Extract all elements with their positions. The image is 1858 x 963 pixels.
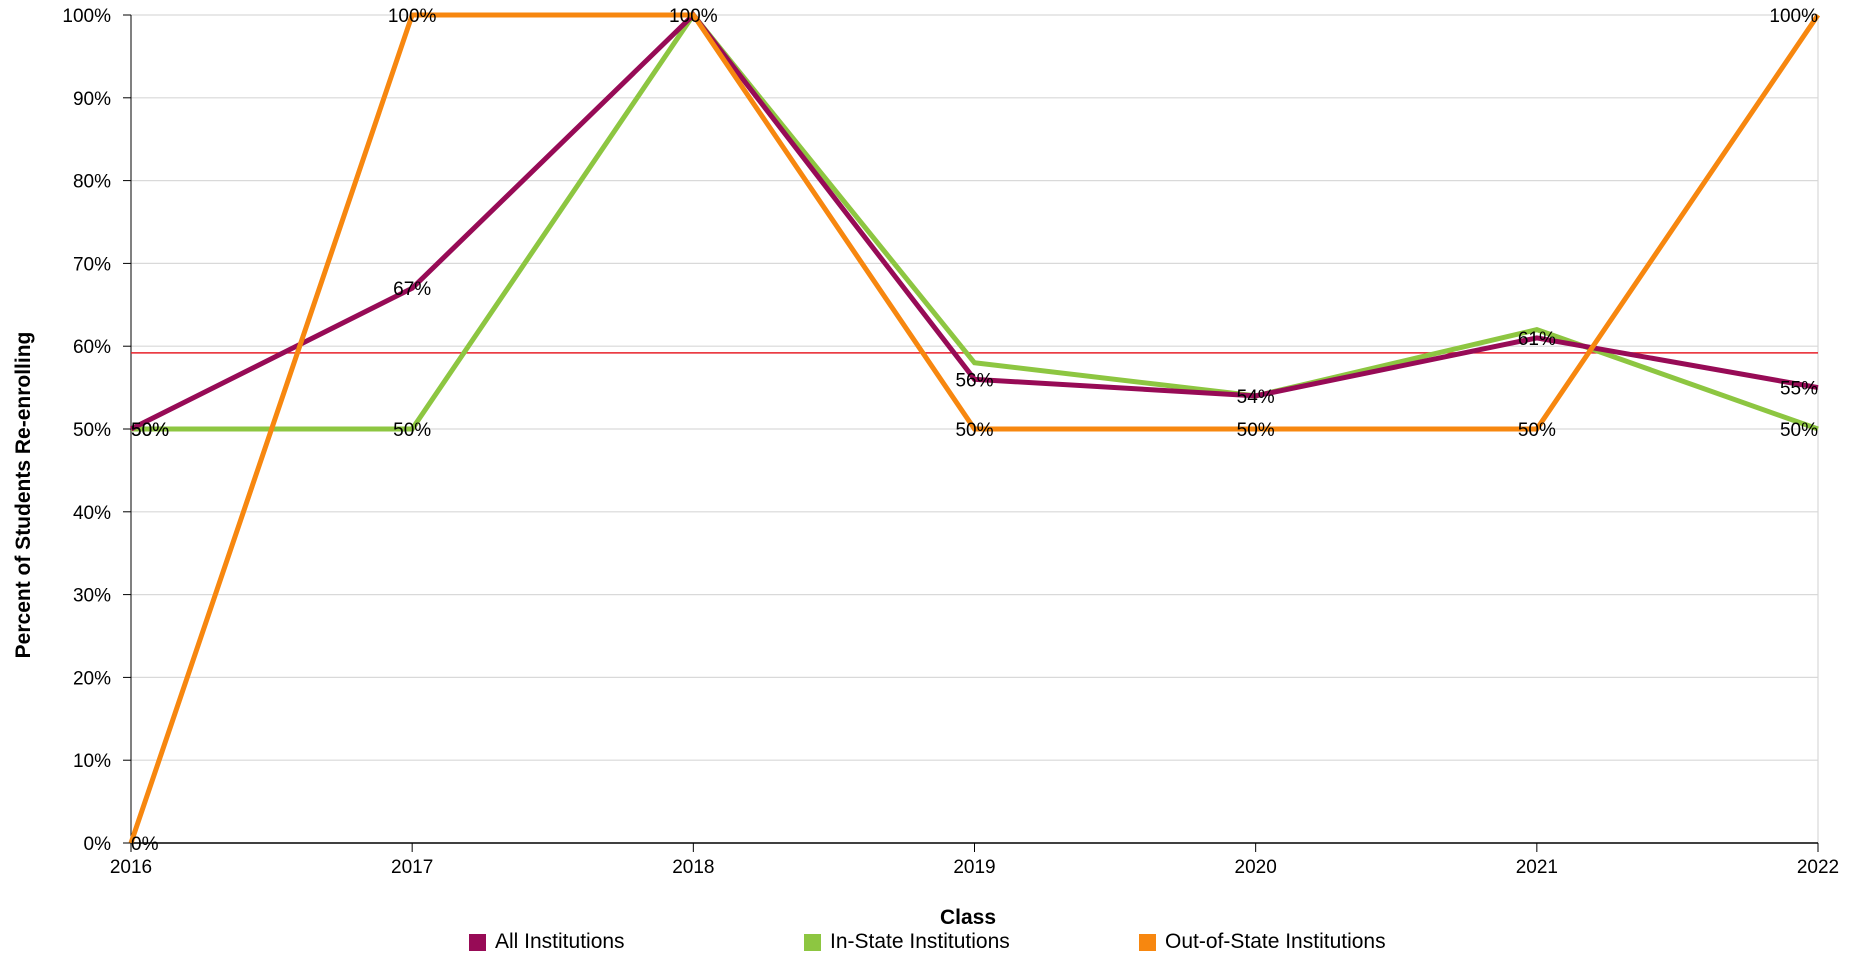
- y-axis-title: Percent of Students Re-enrolling: [12, 332, 35, 659]
- legend: All Institutions In-State Institutions O…: [0, 930, 1858, 960]
- y-tick-label: 70%: [73, 254, 111, 275]
- data-label: 100%: [1769, 6, 1818, 27]
- legend-label-all: All Institutions: [495, 930, 625, 953]
- data-label: 50%: [393, 420, 431, 441]
- series-line-in-state-institutions: [131, 10, 1819, 432]
- y-tick-label: 50%: [73, 420, 111, 441]
- data-labels: 50% 67% 100% 56% 54% 61% 55% 50% 50% 50% 0% 100% 50%…: [131, 6, 1818, 855]
- data-label: 0%: [131, 834, 159, 855]
- y-tick-label: 90%: [73, 89, 111, 110]
- legend-item-out-of-state-institutions[interactable]: Out-of-State Institutions: [1139, 930, 1386, 954]
- legend-item-all-institutions[interactable]: All Institutions: [469, 930, 625, 954]
- series-lines: [128, 10, 1821, 844]
- y-tick-label: 100%: [62, 6, 111, 27]
- data-label: 50%: [955, 420, 993, 441]
- x-tick-label: 2019: [953, 857, 995, 878]
- data-label: 67%: [393, 279, 431, 300]
- legend-swatch-out-of-state: [1139, 933, 1156, 951]
- data-label: 50%: [1237, 420, 1275, 441]
- legend-label-in-state: In-State Institutions: [830, 930, 1010, 953]
- series-line-out-of-state-institutions: [128, 12, 1821, 844]
- y-tick-label: 20%: [73, 668, 111, 689]
- x-tick-label: 2021: [1516, 857, 1558, 878]
- x-axis-ticks: 2016 2017 2018 2019 2020 2021 2022: [110, 843, 1839, 878]
- y-tick-label: 60%: [73, 337, 111, 358]
- x-tick-label: 2018: [672, 857, 714, 878]
- y-tick-label: 80%: [73, 172, 111, 193]
- y-axis-ticks: 0% 10% 20% 30% 40% 50% 60% 70% 80% 90% 100%: [62, 6, 131, 855]
- y-tick-label: 40%: [73, 503, 111, 524]
- data-label: 50%: [131, 420, 169, 441]
- legend-swatch-in-state: [804, 933, 821, 951]
- data-label: 50%: [131, 420, 169, 441]
- data-label: 100%: [669, 6, 718, 27]
- x-tick-label: 2016: [110, 857, 152, 878]
- data-label: 100%: [388, 6, 437, 27]
- legend-swatch-all: [469, 933, 486, 951]
- x-axis-title: Class: [940, 906, 996, 929]
- data-label: 54%: [1237, 387, 1275, 408]
- x-tick-label: 2020: [1235, 857, 1277, 878]
- y-tick-label: 30%: [73, 586, 111, 607]
- data-label: 50%: [1518, 420, 1556, 441]
- y-tick-label: 10%: [73, 751, 111, 772]
- data-label: 56%: [955, 370, 993, 391]
- x-tick-label: 2017: [391, 857, 433, 878]
- data-label: 50%: [1780, 420, 1818, 441]
- data-label: 61%: [1518, 329, 1556, 350]
- data-label: 55%: [1780, 379, 1818, 400]
- series-line-all-institutions: [129, 11, 1819, 432]
- y-tick-label: 0%: [84, 834, 112, 855]
- legend-item-in-state-institutions[interactable]: In-State Institutions: [804, 930, 1010, 954]
- legend-label-out-of-state: Out-of-State Institutions: [1165, 930, 1386, 953]
- x-tick-label: 2022: [1797, 857, 1839, 878]
